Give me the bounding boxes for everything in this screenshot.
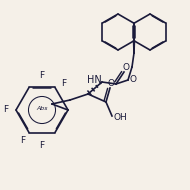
Text: Abs: Abs — [36, 107, 48, 112]
Text: O: O — [108, 79, 115, 89]
Text: HN: HN — [87, 75, 101, 85]
Text: F: F — [61, 79, 66, 88]
Text: F: F — [3, 105, 9, 113]
Text: F: F — [21, 136, 26, 145]
Text: OH: OH — [113, 113, 127, 123]
Text: O: O — [123, 63, 130, 73]
Text: F: F — [40, 140, 45, 150]
Text: O: O — [130, 75, 136, 85]
Text: F: F — [40, 70, 45, 79]
